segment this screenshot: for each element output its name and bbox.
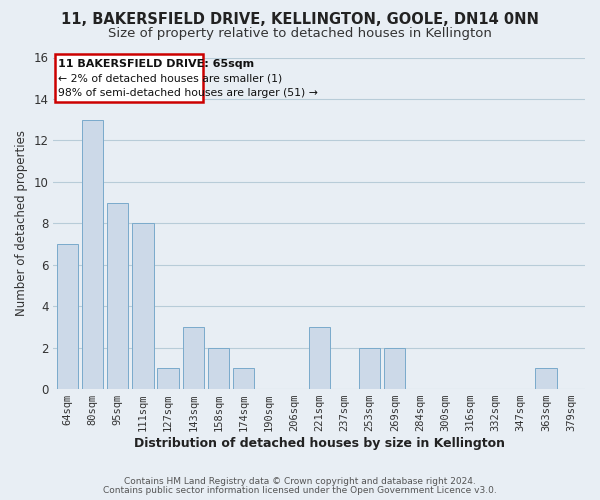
Bar xyxy=(359,348,380,389)
Bar xyxy=(233,368,254,389)
Bar xyxy=(157,368,179,389)
Bar xyxy=(132,224,154,389)
FancyBboxPatch shape xyxy=(55,54,203,102)
Bar xyxy=(208,348,229,389)
Bar xyxy=(107,202,128,389)
Text: Contains HM Land Registry data © Crown copyright and database right 2024.: Contains HM Land Registry data © Crown c… xyxy=(124,477,476,486)
Bar xyxy=(535,368,557,389)
Bar xyxy=(384,348,406,389)
Text: Size of property relative to detached houses in Kellington: Size of property relative to detached ho… xyxy=(108,28,492,40)
Bar xyxy=(182,327,204,389)
X-axis label: Distribution of detached houses by size in Kellington: Distribution of detached houses by size … xyxy=(134,437,505,450)
Bar xyxy=(308,327,330,389)
Text: 11 BAKERSFIELD DRIVE: 65sqm: 11 BAKERSFIELD DRIVE: 65sqm xyxy=(58,59,254,69)
Y-axis label: Number of detached properties: Number of detached properties xyxy=(15,130,28,316)
Bar xyxy=(82,120,103,389)
Text: Contains public sector information licensed under the Open Government Licence v3: Contains public sector information licen… xyxy=(103,486,497,495)
Text: 11, BAKERSFIELD DRIVE, KELLINGTON, GOOLE, DN14 0NN: 11, BAKERSFIELD DRIVE, KELLINGTON, GOOLE… xyxy=(61,12,539,28)
Text: 98% of semi-detached houses are larger (51) →: 98% of semi-detached houses are larger (… xyxy=(58,88,319,98)
Bar xyxy=(56,244,78,389)
Text: ← 2% of detached houses are smaller (1): ← 2% of detached houses are smaller (1) xyxy=(58,73,283,83)
